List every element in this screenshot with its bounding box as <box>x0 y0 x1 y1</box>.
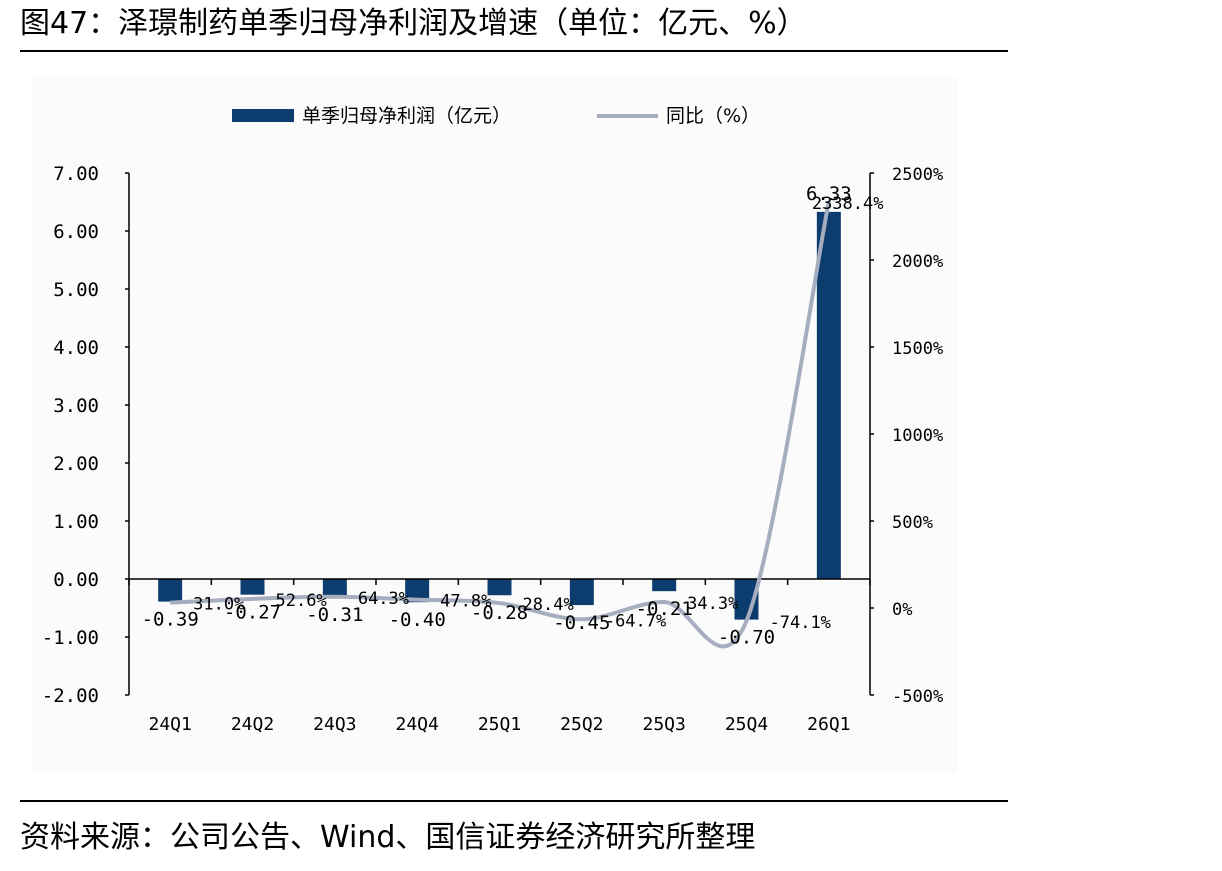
category-label: 26Q1 <box>807 714 850 735</box>
yoy-value-label: 47.8% <box>440 592 491 612</box>
left-tick-label: 4.00 <box>53 337 99 359</box>
yoy-value-label: 52.6% <box>276 591 327 611</box>
yoy-value-label: 31.0% <box>193 595 244 615</box>
chart-area: 单季归母净利润（亿元） 同比（%） 7.00 6.00 5.00 4.00 3.00 2.00… <box>32 78 958 774</box>
category-label: 25Q2 <box>560 714 603 735</box>
title-rule <box>20 50 1008 52</box>
category-label: 24Q2 <box>231 714 274 735</box>
yoy-value-label: 64.3% <box>358 589 409 609</box>
left-tick-label: -2.00 <box>42 685 99 707</box>
bar-24Q1 <box>158 579 183 602</box>
left-tick-label: 1.00 <box>53 511 99 533</box>
legend-swatch-bar <box>232 109 294 122</box>
category-label: 24Q1 <box>148 714 191 735</box>
bar-value-label: -0.28 <box>471 602 528 624</box>
right-tick-label: 2500% <box>892 165 943 185</box>
right-tick-label: 1000% <box>892 426 943 446</box>
figure-title: 图47：泽璟制药单季归母净利润及增速（单位：亿元、%） <box>20 6 807 41</box>
left-tick-label: 0.00 <box>53 569 99 591</box>
bar-24Q2 <box>240 579 265 595</box>
category-label: 25Q3 <box>642 714 685 735</box>
yoy-value-label: 34.3% <box>687 594 738 614</box>
yoy-value-label: 28.4% <box>523 595 574 615</box>
bar-25Q2 <box>569 579 594 606</box>
right-tick-label: 500% <box>892 513 933 533</box>
bar-value-label: -0.70 <box>718 627 775 649</box>
category-label: 24Q4 <box>395 714 438 735</box>
bar-25Q1 <box>487 579 512 596</box>
left-tick-label: 7.00 <box>53 163 99 185</box>
left-tick-label: 2.00 <box>53 453 99 475</box>
source-note: 资料来源：公司公告、Wind、国信证券经济研究所整理 <box>20 820 756 855</box>
combo-chart: 单季归母净利润（亿元） 同比（%） 7.00 6.00 5.00 4.00 3.00 2.00… <box>42 105 943 735</box>
category-label: 25Q4 <box>725 714 768 735</box>
bar-value-label: -0.39 <box>142 609 199 631</box>
right-tick-label: -500% <box>892 687 943 707</box>
yoy-value-label: -74.1% <box>770 613 831 633</box>
legend-label-line: 同比（%） <box>666 105 760 127</box>
left-tick-label: 3.00 <box>53 395 99 417</box>
yoy-line <box>170 200 831 649</box>
source-rule <box>20 800 1008 802</box>
right-tick-label: 2000% <box>892 252 943 272</box>
category-label: 25Q1 <box>478 714 521 735</box>
bar-value-label: -0.31 <box>306 604 363 626</box>
left-tick-label: 5.00 <box>53 279 99 301</box>
bar-value-label: -0.40 <box>389 609 446 631</box>
yoy-value-label: -64.7% <box>605 611 666 631</box>
yoy-value-label: 2338.4% <box>812 194 884 214</box>
bar-value-label: -0.27 <box>224 602 281 624</box>
left-tick-label: 6.00 <box>53 221 99 243</box>
right-tick-label: 0% <box>892 600 912 620</box>
bar-24Q4 <box>405 579 430 603</box>
left-tick-label: -1.00 <box>42 627 99 649</box>
bar-value-label: -0.45 <box>553 612 610 634</box>
category-label: 24Q3 <box>313 714 356 735</box>
bar-value-label: -0.21 <box>636 598 693 620</box>
bar-26Q1 <box>816 211 841 580</box>
bar-value-label: 6.33 <box>806 183 852 205</box>
right-tick-label: 1500% <box>892 339 943 359</box>
legend-label-bar: 单季归母净利润（亿元） <box>302 105 511 127</box>
bar-25Q3 <box>652 579 677 592</box>
bar-24Q3 <box>322 579 347 597</box>
